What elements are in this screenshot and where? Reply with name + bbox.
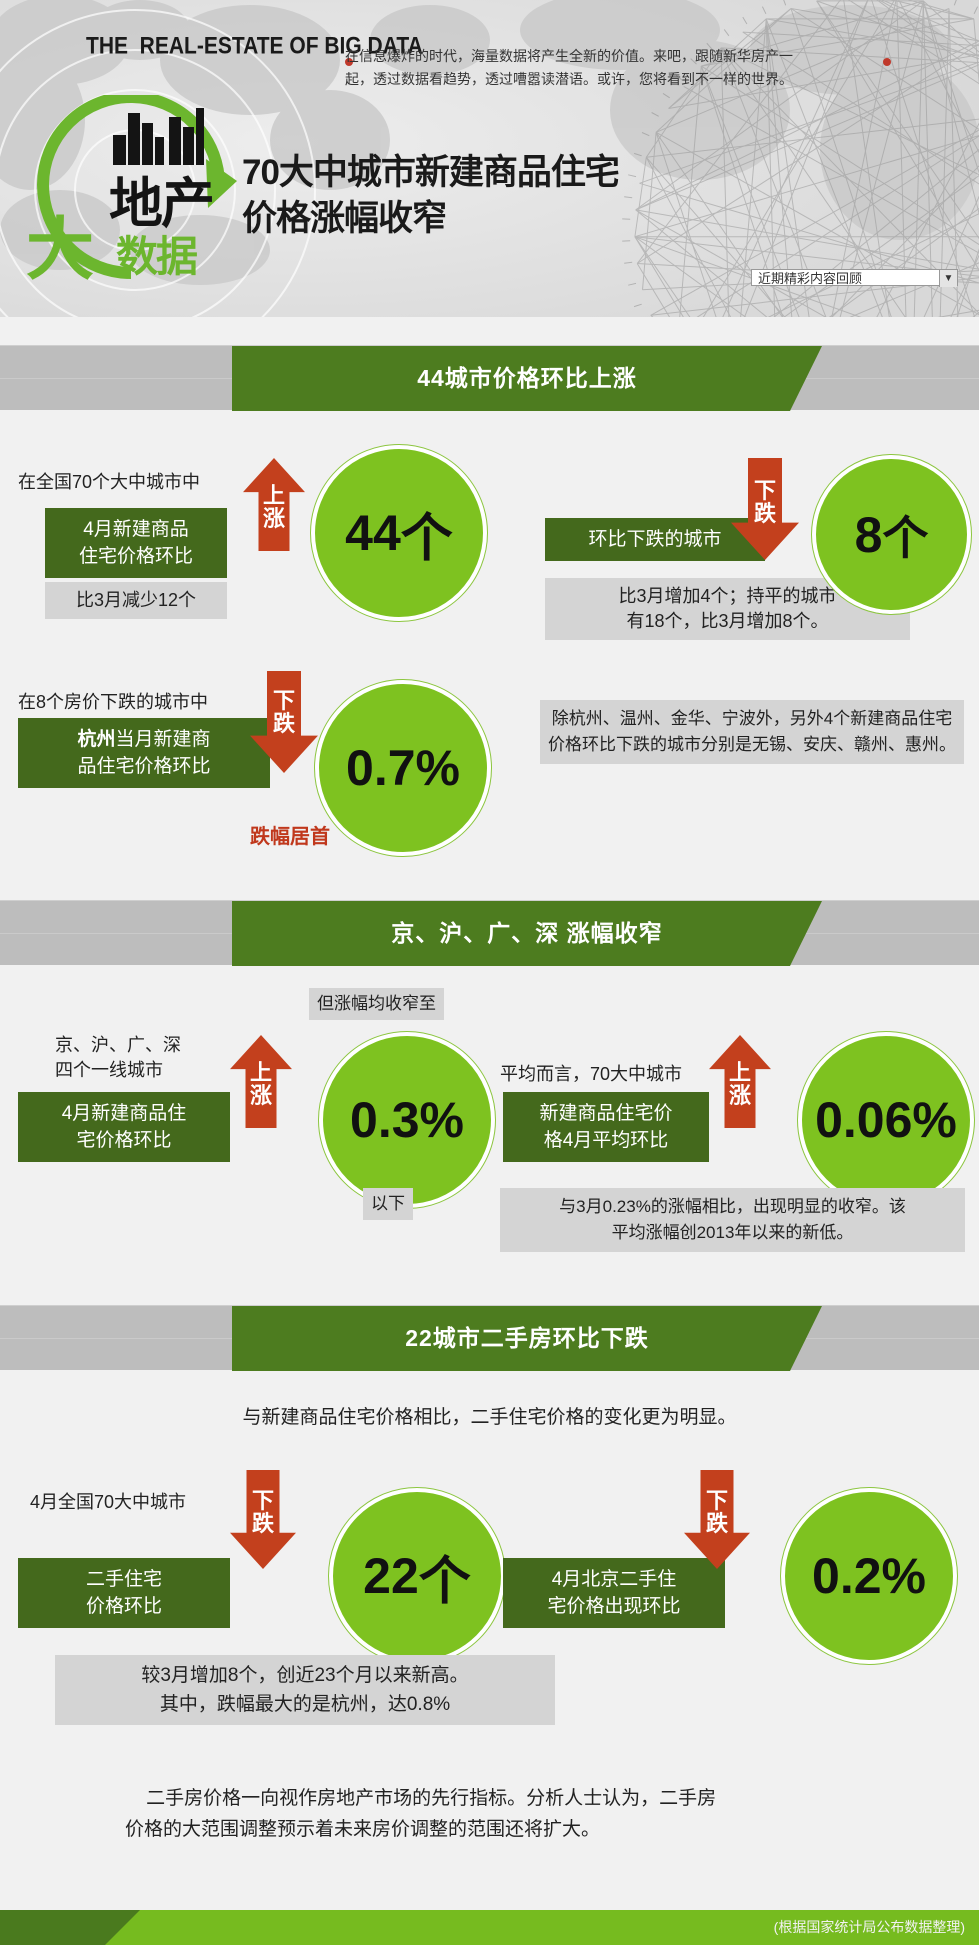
svg-text:数据: 数据 xyxy=(116,233,197,280)
svg-text:大: 大 xyxy=(26,212,94,280)
svg-text:地产: 地产 xyxy=(109,174,213,234)
